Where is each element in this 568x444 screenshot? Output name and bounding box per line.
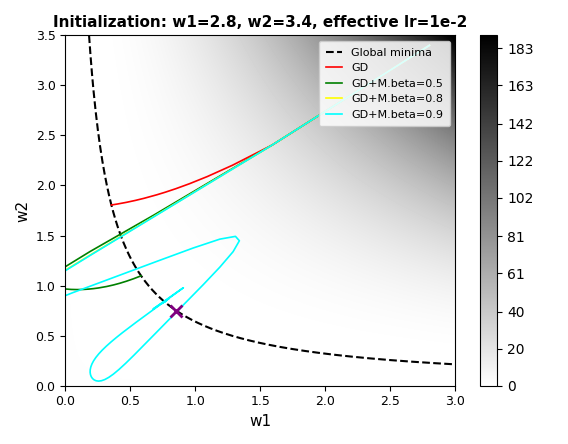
GD [108,202,115,208]
Y-axis label: w2: w2 [15,199,30,222]
Global minima [262,341,269,347]
GD [108,202,115,208]
Global minima [443,361,450,367]
GD [108,202,115,208]
GD [108,202,115,208]
Global minima [284,345,291,351]
GD+M.beta=0.9 [161,299,168,305]
Global minima [86,33,93,38]
GD [108,202,115,208]
GD+M.beta=0.9 [162,298,169,304]
Line: GD+M.beta=0.9: GD+M.beta=0.9 [0,45,429,444]
GD+M.beta=0.5 [137,273,144,278]
GD+M.beta=0.9 [161,299,168,305]
Line: GD+M.beta=0.5: GD+M.beta=0.5 [49,45,429,289]
GD+M.beta=0.9 [161,299,168,305]
GD [108,202,115,208]
Legend: Global minima, GD, GD+M.beta=0.5, GD+M.beta=0.8, GD+M.beta=0.9: Global minima, GD, GD+M.beta=0.5, GD+M.b… [319,41,450,127]
GD+M.beta=0.9 [161,299,168,305]
GD [108,202,115,208]
Line: GD+M.beta=0.8: GD+M.beta=0.8 [0,45,429,444]
GD+M.beta=0.9 [426,43,433,48]
Title: Initialization: w1=2.8, w2=3.4, effective lr=1e-2: Initialization: w1=2.8, w2=3.4, effectiv… [53,15,467,30]
Global minima [452,362,459,367]
GD+M.beta=0.5 [74,287,81,292]
GD [108,202,115,208]
GD+M.beta=0.5 [137,273,144,278]
GD+M.beta=0.8 [426,43,433,48]
Global minima [304,349,311,354]
GD+M.beta=0.9 [161,299,168,305]
GD+M.beta=0.9 [161,299,168,305]
GD+M.beta=0.5 [137,273,144,278]
GD [426,43,433,48]
Global minima [386,357,393,363]
X-axis label: w1: w1 [249,414,272,429]
Line: GD: GD [111,45,429,205]
GD+M.beta=0.5 [137,273,144,278]
Global minima [260,341,266,346]
GD+M.beta=0.5 [137,273,144,278]
Line: Global minima: Global minima [89,36,456,365]
GD+M.beta=0.5 [426,43,433,48]
GD+M.beta=0.5 [137,273,144,278]
GD+M.beta=0.5 [137,273,144,278]
